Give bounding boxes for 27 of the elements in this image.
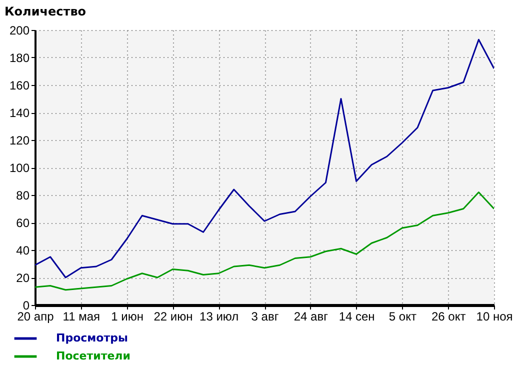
- y-axis-title: Количество: [4, 4, 86, 18]
- x-tick-label: 22 июн: [154, 310, 193, 324]
- x-tick-label: 1 июн: [111, 310, 144, 324]
- legend-label: Просмотры: [56, 332, 128, 344]
- y-tick-label: 140: [9, 106, 30, 120]
- x-tick-label: 11 мая: [62, 310, 100, 324]
- y-tick-label: 200: [9, 24, 30, 38]
- y-tick-label: 80: [16, 188, 30, 202]
- x-tick-label: 26 окт: [431, 310, 466, 324]
- legend-label: Посетители: [56, 350, 130, 362]
- x-tick-label: 24 авг: [294, 310, 329, 324]
- y-tick-label: 160: [9, 78, 30, 92]
- x-tick-label: 20 апр: [17, 310, 54, 324]
- y-tick-label: 0: [22, 298, 30, 312]
- y-tick-label: 180: [9, 51, 30, 65]
- y-tick-label: 120: [9, 134, 30, 148]
- x-tick-label: 3 авг: [251, 310, 280, 324]
- x-tick-label: 5 окт: [388, 310, 417, 324]
- x-tick-label: 13 июл: [200, 310, 239, 324]
- y-tick-label: 40: [16, 244, 30, 258]
- line-series: [35, 192, 494, 291]
- x-tick-label: 10 ноя: [476, 310, 513, 324]
- y-tick-label: 100: [9, 161, 30, 175]
- x-tick-label: 14 сен: [338, 310, 375, 324]
- line-series: [35, 38, 494, 278]
- y-tick-label: 20: [16, 271, 30, 285]
- y-tick-label: 60: [16, 216, 30, 230]
